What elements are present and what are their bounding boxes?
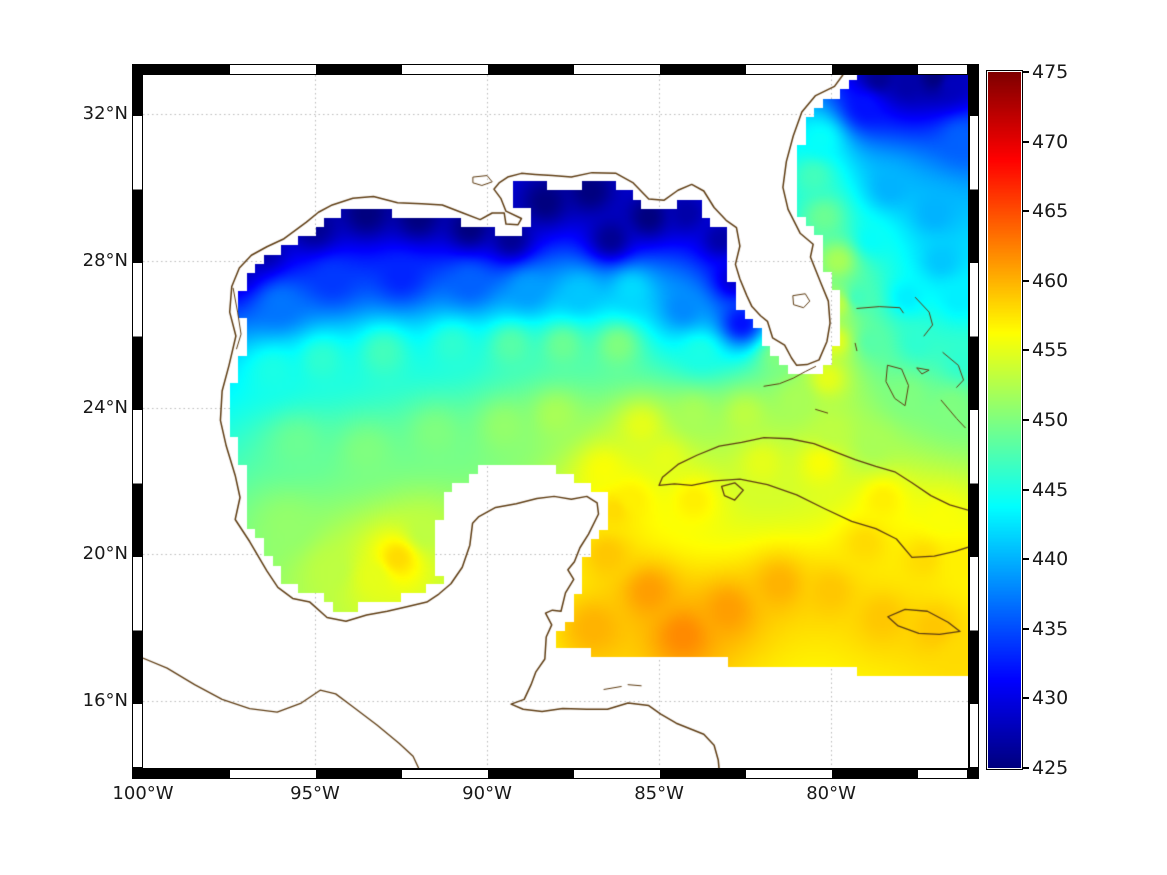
frame-corner-bottomleft [132, 768, 143, 779]
lat-tick-label: 32°N [82, 102, 128, 124]
lat-tick-label: 20°N [82, 543, 128, 565]
lat-tick-label: 16°N [82, 690, 128, 712]
colorbar-tick-label: 470 [1032, 130, 1069, 153]
frame-border-left [132, 75, 143, 768]
colorbar-tick-label: 435 [1032, 617, 1069, 640]
colorbar-tick-mark [1023, 488, 1029, 491]
lon-tick-label: 95°W [290, 783, 340, 804]
colorbar-tick-label: 455 [1032, 339, 1069, 362]
lat-tick-label: 28°N [82, 249, 128, 271]
colorbar-tick-label: 475 [1032, 61, 1069, 83]
lon-tick-label: 90°W [462, 783, 512, 804]
colorbar-tick-mark [1023, 349, 1029, 352]
colorbar-tick-label: 440 [1032, 548, 1069, 571]
colorbar-tick-label: 460 [1032, 269, 1069, 292]
colorbar-tick-mark [1023, 767, 1029, 769]
frame-border-right [968, 75, 979, 768]
map-heatmap-canvas [143, 75, 968, 768]
colorbar-tick-mark [1023, 419, 1029, 421]
lon-tick-label: 100°W [112, 783, 174, 804]
colorbar-tick-label: 465 [1032, 200, 1069, 223]
colorbar-tick-mark [1023, 71, 1029, 73]
colorbar-tick-mark [1023, 210, 1029, 213]
lon-tick-label: 80°W [806, 783, 856, 804]
colorbar-tick-label: 430 [1032, 687, 1069, 710]
lon-tick-label: 85°W [634, 783, 684, 804]
colorbar-tick-label: 450 [1032, 409, 1069, 431]
frame-corner-bottomright [968, 768, 979, 779]
colorbar-gradient [988, 72, 1021, 768]
colorbar-tick-mark [1023, 558, 1029, 561]
colorbar-tick-label: 445 [1032, 478, 1069, 501]
colorbar-tick-label: 425 [1032, 757, 1069, 779]
colorbar-tick-mark [1023, 279, 1029, 282]
frame-border-bottom [143, 768, 968, 779]
frame-corner-topleft [132, 64, 143, 75]
lat-tick-label: 24°N [82, 396, 128, 418]
colorbar-tick-mark [1023, 697, 1029, 700]
colorbar-tick-mark [1023, 140, 1029, 143]
colorbar-tick-mark [1023, 627, 1029, 630]
frame-corner-topright [968, 64, 979, 75]
frame-border-top [143, 64, 968, 75]
